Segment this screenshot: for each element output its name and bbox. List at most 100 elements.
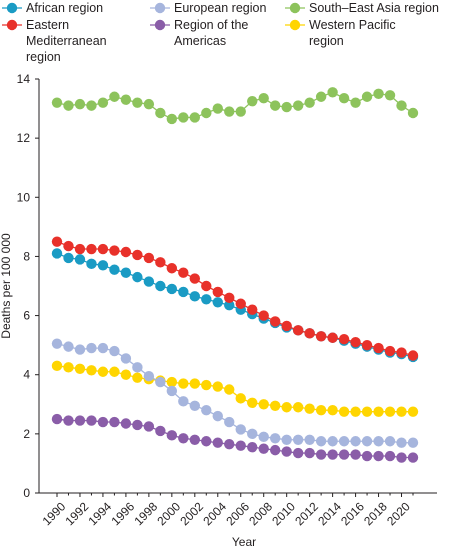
x-tick-label: 2010 <box>269 499 298 528</box>
data-point <box>373 88 384 99</box>
data-point <box>350 449 361 460</box>
data-point <box>327 87 338 98</box>
data-point <box>63 415 74 426</box>
data-point <box>327 436 338 447</box>
legend-swatch-dot <box>154 2 166 14</box>
x-tick-label: 2012 <box>292 499 321 528</box>
data-point <box>201 280 212 292</box>
data-point <box>143 370 155 382</box>
y-tick-label: 10 <box>17 190 31 204</box>
legend-label: Western Pacific <box>309 18 396 32</box>
x-tick-label: 2020 <box>384 499 413 528</box>
data-point <box>292 447 304 459</box>
legend-label: region <box>26 50 61 64</box>
series-2 <box>51 338 419 448</box>
data-point <box>143 98 155 110</box>
data-point <box>178 267 189 278</box>
data-point <box>292 434 304 445</box>
legend-label: region <box>309 34 344 48</box>
data-point <box>63 100 74 111</box>
data-point <box>109 91 120 102</box>
data-point <box>281 446 292 457</box>
data-point <box>281 101 292 113</box>
legend-label: Mediterranean <box>26 34 107 48</box>
data-point <box>166 385 178 397</box>
data-point <box>327 405 338 416</box>
data-point <box>327 449 338 460</box>
data-point <box>396 347 407 358</box>
data-point <box>97 97 109 108</box>
data-point <box>258 399 269 410</box>
legend-label: European region <box>174 1 266 15</box>
data-point <box>97 260 109 271</box>
data-point <box>63 252 74 264</box>
data-point <box>281 320 292 332</box>
data-point <box>109 416 120 428</box>
x-tick-label: 1992 <box>63 499 92 528</box>
data-point <box>304 403 315 414</box>
data-point <box>269 400 281 411</box>
legend-label: Americas <box>174 34 226 48</box>
data-point <box>178 433 189 444</box>
data-point <box>97 366 109 377</box>
data-point <box>235 106 246 117</box>
data-point <box>143 252 155 264</box>
y-tick-label: 6 <box>23 309 30 323</box>
data-point <box>74 98 86 110</box>
legend-swatch-dot <box>6 2 18 14</box>
data-point <box>155 425 166 437</box>
x-tick-label: 2016 <box>338 499 367 528</box>
data-point <box>350 97 361 108</box>
legend-item: Western Pacific region <box>285 18 396 48</box>
data-point <box>269 433 281 444</box>
data-point <box>166 113 178 125</box>
data-point <box>132 271 143 283</box>
data-point <box>74 254 86 265</box>
data-point <box>361 406 373 417</box>
data-point <box>178 286 189 298</box>
data-point <box>258 443 269 454</box>
data-point <box>247 95 258 107</box>
data-point <box>269 100 281 111</box>
data-point <box>201 294 212 305</box>
data-point <box>86 100 97 111</box>
data-point <box>281 402 292 413</box>
data-point <box>373 450 384 462</box>
data-point <box>350 436 361 447</box>
y-tick-label: 2 <box>23 427 30 441</box>
data-point <box>315 91 327 102</box>
data-point <box>201 436 212 447</box>
data-point <box>120 369 132 380</box>
data-point <box>315 405 327 416</box>
data-point <box>178 378 189 389</box>
data-point <box>97 342 109 354</box>
legend-label: South–East Asia region <box>309 1 439 15</box>
data-point <box>407 350 419 361</box>
data-point <box>247 441 258 453</box>
data-point <box>74 243 86 255</box>
data-point <box>396 406 407 417</box>
data-point <box>155 280 166 292</box>
data-point <box>235 440 246 451</box>
data-point <box>247 304 258 315</box>
data-point <box>201 107 212 119</box>
data-point <box>224 439 235 450</box>
data-point <box>361 91 373 102</box>
data-point <box>407 406 419 417</box>
legend-label: Eastern <box>26 18 69 32</box>
data-point <box>396 437 407 448</box>
data-point <box>212 410 223 422</box>
data-point <box>373 406 384 417</box>
y-tick-label: 0 <box>23 486 30 500</box>
data-point <box>224 106 235 117</box>
data-point <box>132 362 143 373</box>
data-point <box>338 449 350 460</box>
data-point <box>407 452 419 463</box>
data-point <box>224 416 235 428</box>
data-point <box>63 240 74 252</box>
series-5 <box>51 360 419 417</box>
data-point <box>258 93 269 104</box>
data-point <box>51 236 63 247</box>
data-point <box>315 331 327 342</box>
data-point <box>155 107 166 119</box>
